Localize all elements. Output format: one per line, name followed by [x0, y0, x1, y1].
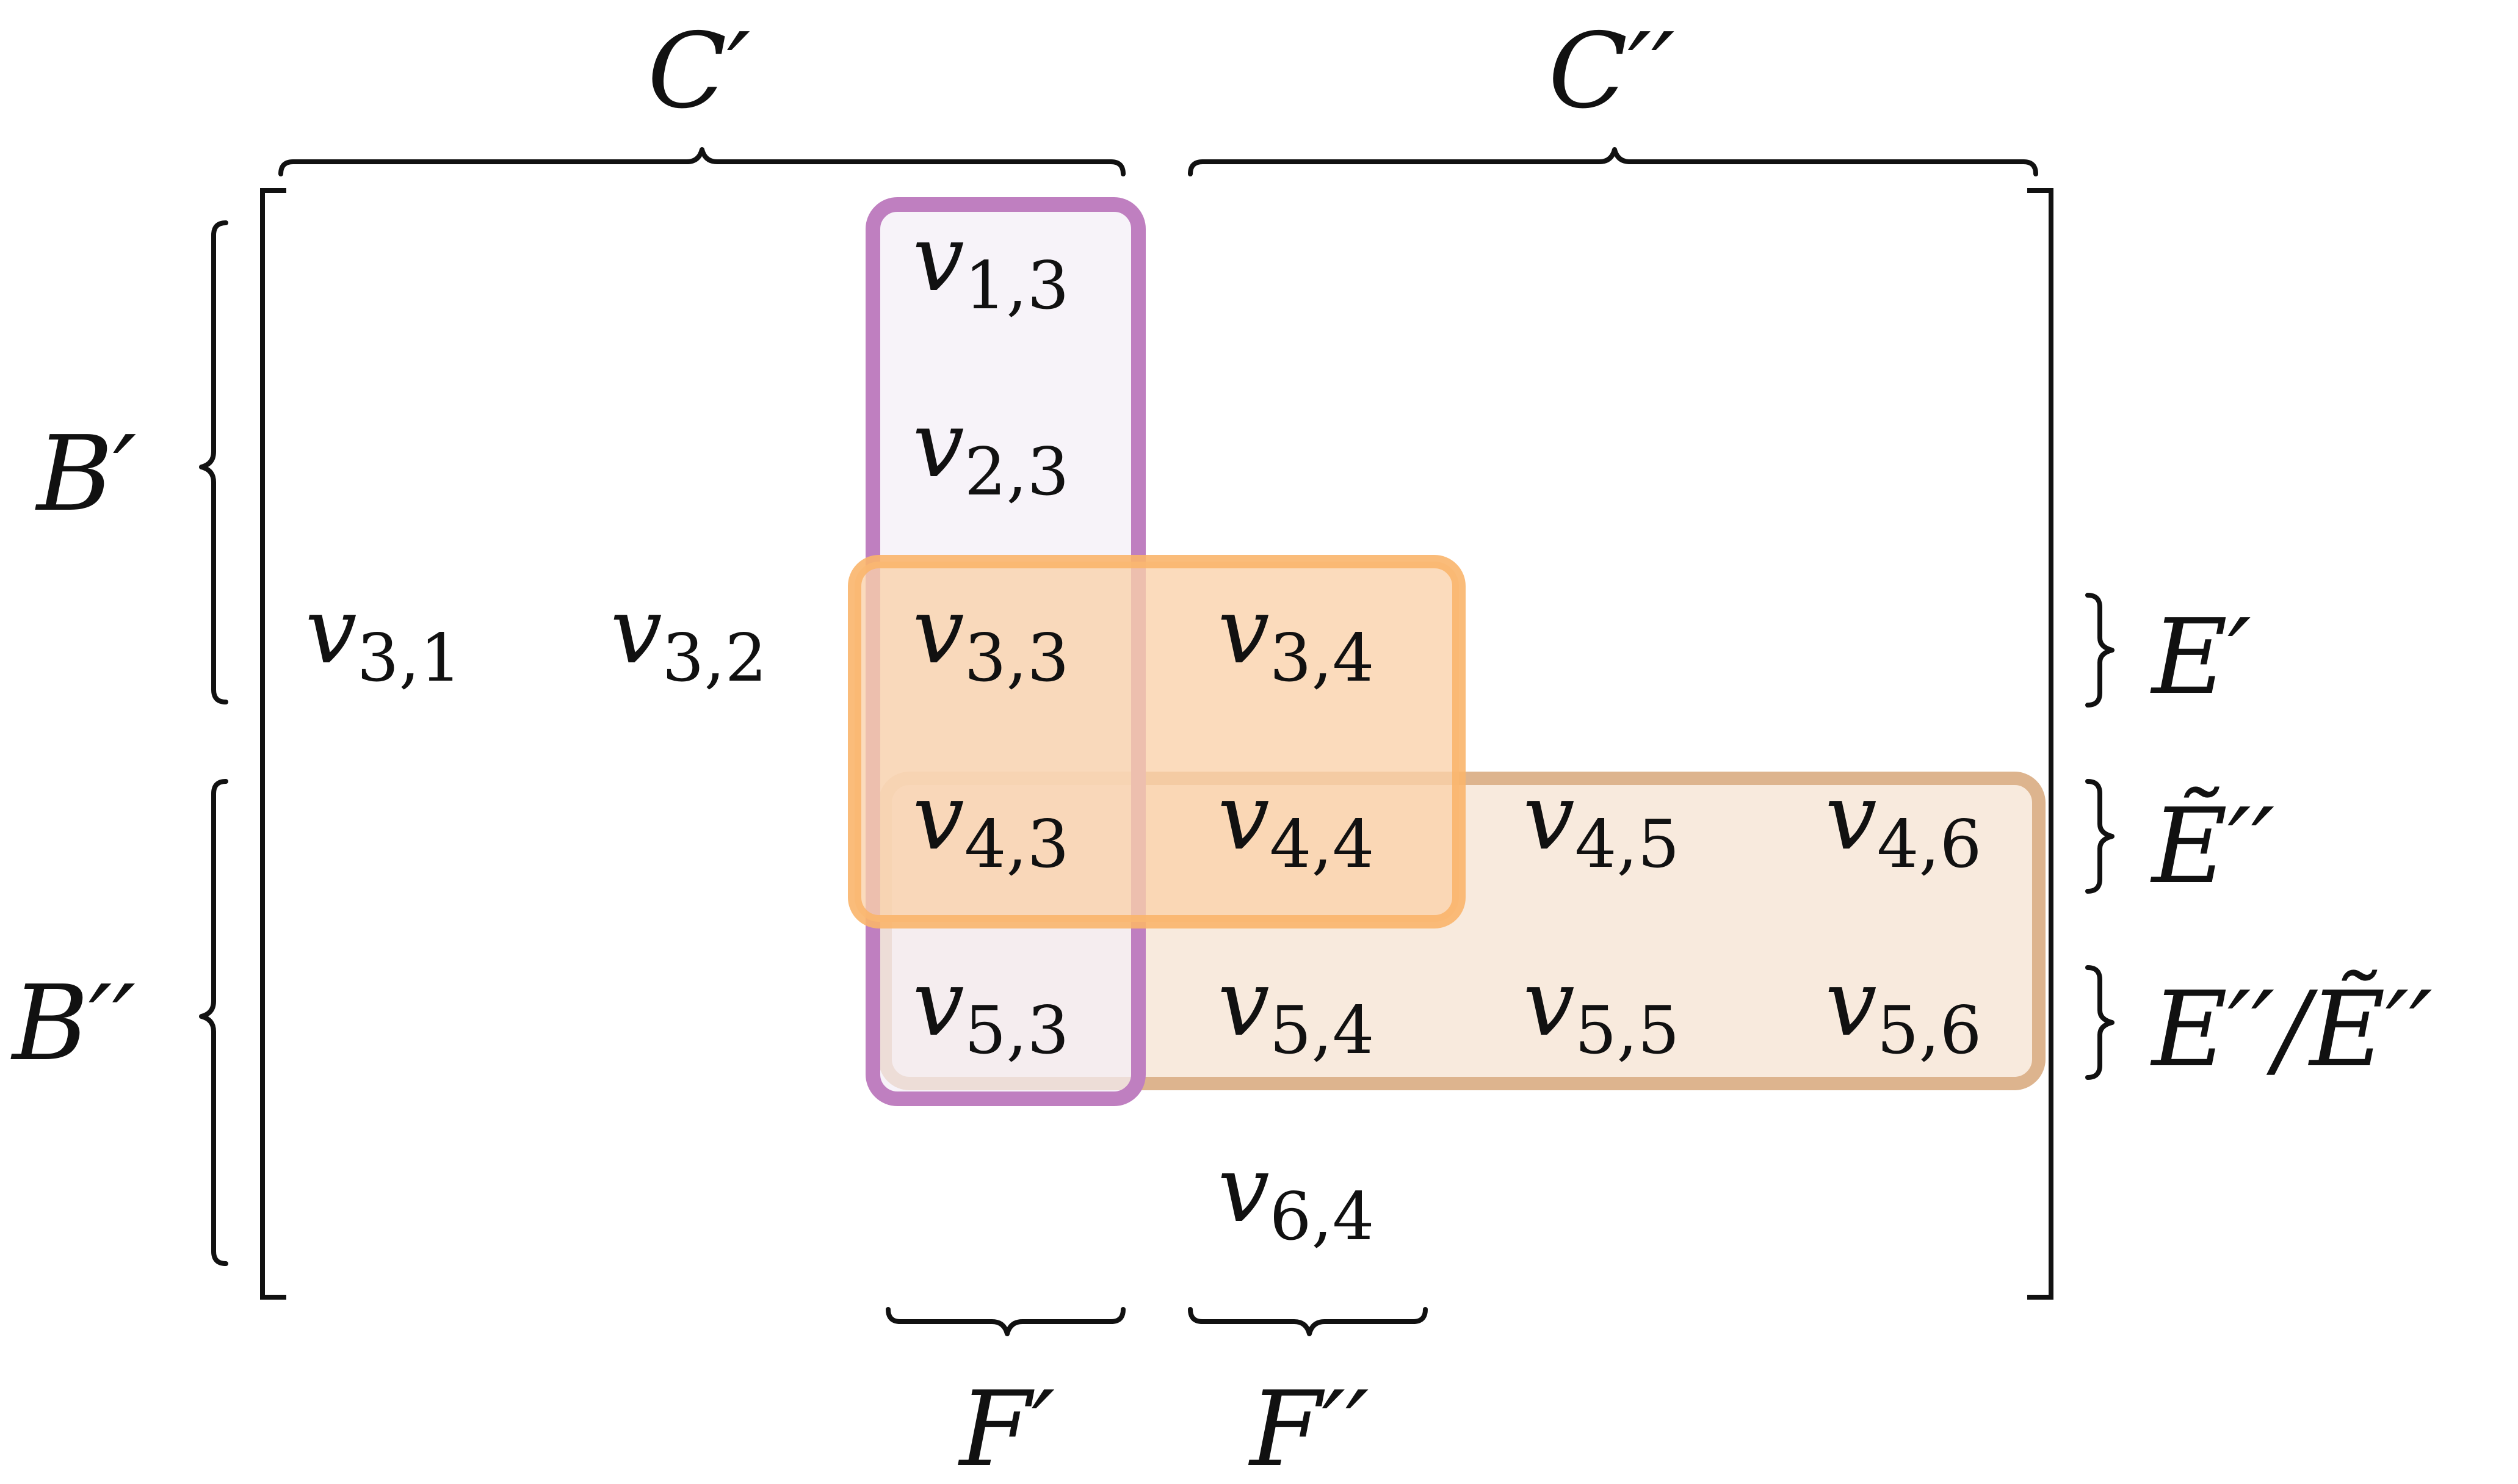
label-e-double-prime-quotient: E′′/Ẽ′′	[2150, 969, 2433, 1090]
e-quotient-brace	[2085, 965, 2115, 1080]
entry-v-4-3: v4,3	[913, 764, 1069, 883]
bottom-braces	[886, 1307, 1428, 1336]
entry-v-3-2: v3,2	[610, 578, 767, 697]
entry-v-3-1: v3,1	[305, 578, 462, 697]
label-c-double-prime: C′′	[1548, 11, 1674, 132]
entry-v-2-3: v2,3	[913, 392, 1069, 510]
top-braces	[278, 147, 2038, 176]
left-bracket	[260, 188, 286, 1300]
entry-v-4-4: v4,4	[1218, 764, 1375, 883]
b-double-prime-brace	[199, 779, 228, 1266]
e-tilde-double-prime-brace	[2085, 779, 2115, 894]
entry-v-4-5: v4,5	[1523, 764, 1680, 883]
entry-v-5-5: v5,5	[1523, 950, 1680, 1069]
entry-v-3-3: v3,3	[913, 578, 1069, 697]
entry-v-3-4: v3,4	[1218, 578, 1375, 697]
c-double-prime-brace	[1188, 147, 2038, 176]
f-prime-brace	[886, 1307, 1126, 1336]
label-c-prime: C′	[648, 11, 751, 132]
b-prime-brace	[199, 220, 228, 704]
e-prime-brace	[2085, 593, 2115, 708]
entry-v-4-6: v4,6	[1825, 764, 1982, 883]
f-double-prime-brace	[1188, 1307, 1428, 1336]
entry-v-5-6: v5,6	[1825, 950, 1982, 1069]
label-f-double-prime: F′′	[1248, 1369, 1369, 1484]
entry-v-5-4: v5,4	[1218, 950, 1375, 1069]
label-f-prime: F′	[958, 1369, 1055, 1484]
block-labels: C′ C′′ B′ B′′ F′ F′′ E′ Ẽ′′ E′′/Ẽ′′	[10, 11, 2433, 1484]
entry-v-6-4: v6,4	[1218, 1137, 1375, 1255]
highlight-regions	[848, 197, 2046, 1106]
entry-v-5-3: v5,3	[913, 950, 1069, 1069]
matrix-brackets	[260, 188, 2053, 1300]
right-braces	[2085, 593, 2115, 1080]
right-bracket	[2027, 188, 2053, 1300]
label-b-double-prime: B′′	[10, 963, 136, 1084]
label-e-prime: E′	[2150, 597, 2251, 718]
orange-region-rows-3-4	[848, 555, 1466, 928]
c-prime-brace	[278, 147, 1126, 176]
left-braces	[199, 220, 228, 1266]
label-e-tilde-double-prime: Ẽ′′	[2150, 786, 2274, 907]
matrix-entries: v1,3 v2,3 v3,1 v3,2 v3,3 v3,4 v4,3 v4,4 …	[305, 206, 1982, 1255]
entry-v-1-3: v1,3	[913, 206, 1069, 324]
label-b-prime: B′	[35, 414, 137, 535]
